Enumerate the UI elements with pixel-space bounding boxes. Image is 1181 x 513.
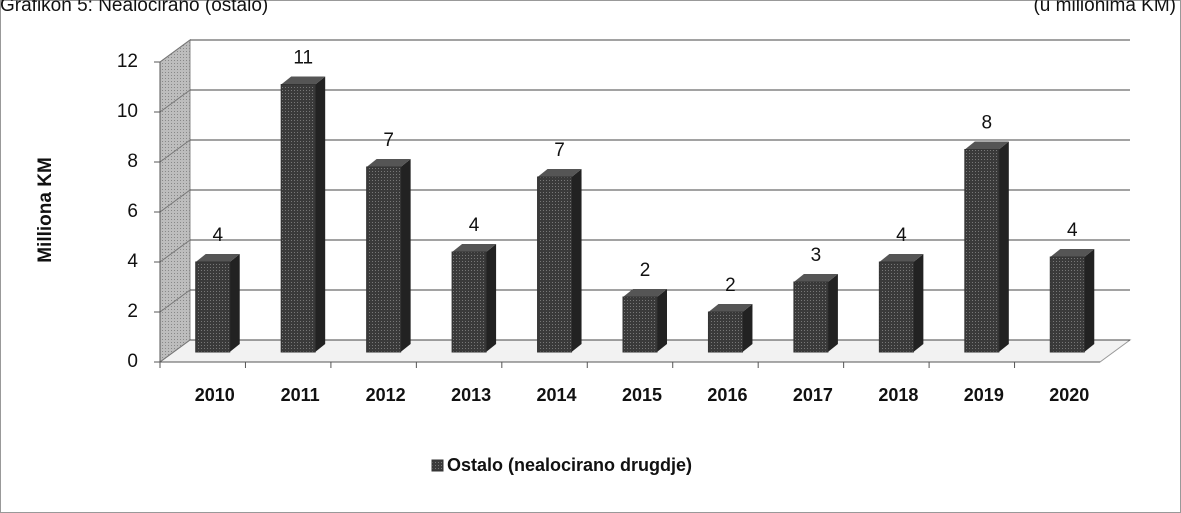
bar-top — [281, 76, 326, 85]
bar-side — [998, 141, 1009, 352]
bar-top — [1050, 249, 1095, 257]
value-label: 2 — [640, 260, 651, 281]
bar — [537, 176, 573, 353]
grid-line-side — [159, 89, 191, 113]
bar-side — [229, 254, 240, 352]
bar-side — [1084, 249, 1095, 352]
x-tick-label: 2014 — [537, 385, 577, 405]
bar-side — [913, 254, 924, 352]
bar-side — [827, 274, 838, 352]
bar — [622, 296, 658, 353]
x-tick-label: 2011 — [281, 385, 320, 405]
y-tick-label: 4 — [127, 251, 138, 272]
grid-line-side — [159, 289, 191, 313]
bar-side — [657, 289, 667, 352]
bar-top — [708, 304, 753, 312]
bar — [878, 261, 914, 353]
bar — [195, 261, 231, 353]
legend-swatch — [431, 459, 444, 472]
bar-top — [793, 274, 838, 282]
bar-side — [315, 76, 326, 352]
bar — [366, 166, 402, 353]
chart-title: Grafikon 5: Nealocirano (ostalo) — [0, 0, 268, 16]
value-label: 11 — [293, 48, 313, 69]
grid-line-side — [159, 339, 191, 363]
y-tick-label: 8 — [127, 151, 138, 172]
x-tick-label: 2019 — [964, 385, 1004, 405]
bar — [707, 311, 743, 353]
bar-side — [400, 159, 411, 352]
y-tick-label: 10 — [117, 101, 138, 122]
value-label: 8 — [982, 113, 993, 134]
value-label: 7 — [383, 130, 394, 151]
value-label: 4 — [212, 225, 223, 246]
y-tick-label: 2 — [127, 301, 138, 322]
bar — [1049, 256, 1085, 353]
bar — [793, 281, 829, 353]
bar-top — [964, 141, 1009, 150]
grid-line-side — [159, 139, 191, 163]
value-label: 4 — [896, 225, 907, 246]
bar — [280, 84, 316, 353]
x-tick-label: 2015 — [622, 385, 662, 405]
bar-side — [486, 244, 497, 352]
value-label: 7 — [554, 140, 565, 161]
y-axis-label: Milliona KM — [35, 157, 56, 263]
value-label: 3 — [811, 245, 822, 266]
bar-top — [879, 254, 924, 262]
x-tick-label: 2010 — [195, 385, 235, 405]
bar-side — [742, 304, 753, 352]
grid-line-side — [159, 189, 191, 213]
x-tick-label: 2013 — [451, 385, 491, 405]
bar-top — [452, 244, 497, 252]
x-tick-label: 2012 — [366, 385, 406, 405]
legend: Ostalo (nealocirano drugdje) — [431, 455, 692, 475]
legend-label: Ostalo (nealocirano drugdje) — [447, 455, 692, 475]
grid-line-side — [159, 239, 191, 263]
x-tick-label: 2016 — [707, 385, 747, 405]
bar — [451, 251, 487, 353]
chart-subtitle: (u milionima KM) — [1033, 0, 1176, 16]
y-tick-label: 12 — [117, 51, 138, 72]
x-tick-label: 2020 — [1049, 385, 1089, 405]
bar-top — [623, 289, 667, 297]
value-label: 4 — [469, 215, 480, 236]
y-tick-label: 0 — [127, 351, 138, 372]
bar-top — [195, 254, 240, 262]
x-tick-label: 2018 — [878, 385, 918, 405]
value-label: 2 — [725, 275, 736, 296]
x-tick-label: 2017 — [793, 385, 833, 405]
bar-side — [571, 169, 582, 352]
bar-top — [366, 159, 411, 167]
y-tick-label: 6 — [127, 201, 138, 222]
bar-top — [537, 169, 582, 177]
grid-line-side — [159, 39, 191, 63]
value-label: 4 — [1067, 220, 1078, 241]
bar — [964, 149, 1000, 353]
